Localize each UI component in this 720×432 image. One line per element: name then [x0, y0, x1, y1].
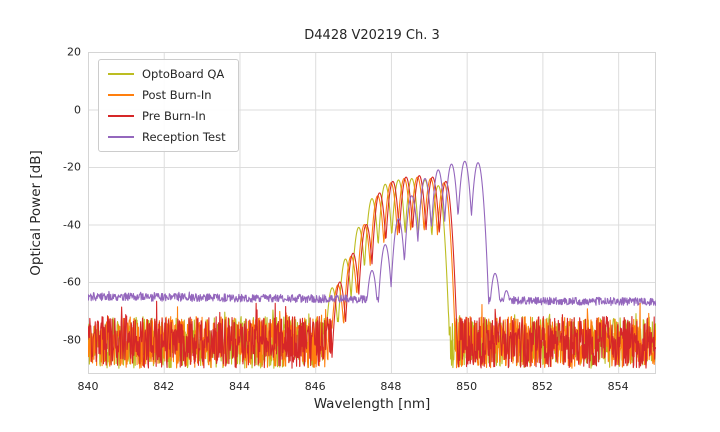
x-tick-label: 844 — [228, 380, 250, 393]
legend-label: Post Burn-In — [142, 88, 212, 102]
y-axis-label: Optical Power [dB] — [28, 150, 44, 276]
x-tick-label: 842 — [153, 380, 175, 393]
legend-entry: OptoBoard QA — [108, 67, 226, 81]
x-tick-label: 852 — [531, 380, 553, 393]
legend-entry: Post Burn-In — [108, 88, 226, 102]
x-tick-label: 846 — [304, 380, 326, 393]
y-tick-label: -60 — [63, 275, 81, 289]
y-tick-label: -20 — [63, 160, 81, 174]
x-tick-label: 854 — [607, 380, 629, 393]
legend-line-swatch — [108, 94, 134, 96]
legend-label: Reception Test — [142, 130, 226, 144]
y-tick-label: 0 — [74, 103, 81, 116]
legend-label: OptoBoard QA — [142, 67, 225, 81]
legend-line-swatch — [108, 73, 134, 75]
legend-line-swatch — [108, 136, 134, 138]
y-tick-label: 20 — [67, 45, 81, 59]
legend-entry: Reception Test — [108, 130, 226, 144]
chart-title: D4428 V20219 Ch. 3 — [304, 28, 440, 43]
y-tick-label: -40 — [63, 218, 81, 231]
legend-entry: Pre Burn-In — [108, 109, 226, 123]
x-axis-label: Wavelength [nm] — [313, 396, 431, 412]
x-tick-label: 840 — [77, 380, 99, 393]
x-tick-label: 848 — [380, 380, 402, 393]
y-tick-label: -80 — [63, 333, 81, 346]
x-tick-label: 850 — [456, 380, 478, 393]
legend-line-swatch — [108, 115, 134, 117]
legend-label: Pre Burn-In — [142, 109, 206, 123]
legend: OptoBoard QA Post Burn-In Pre Burn-In Re… — [98, 59, 239, 152]
